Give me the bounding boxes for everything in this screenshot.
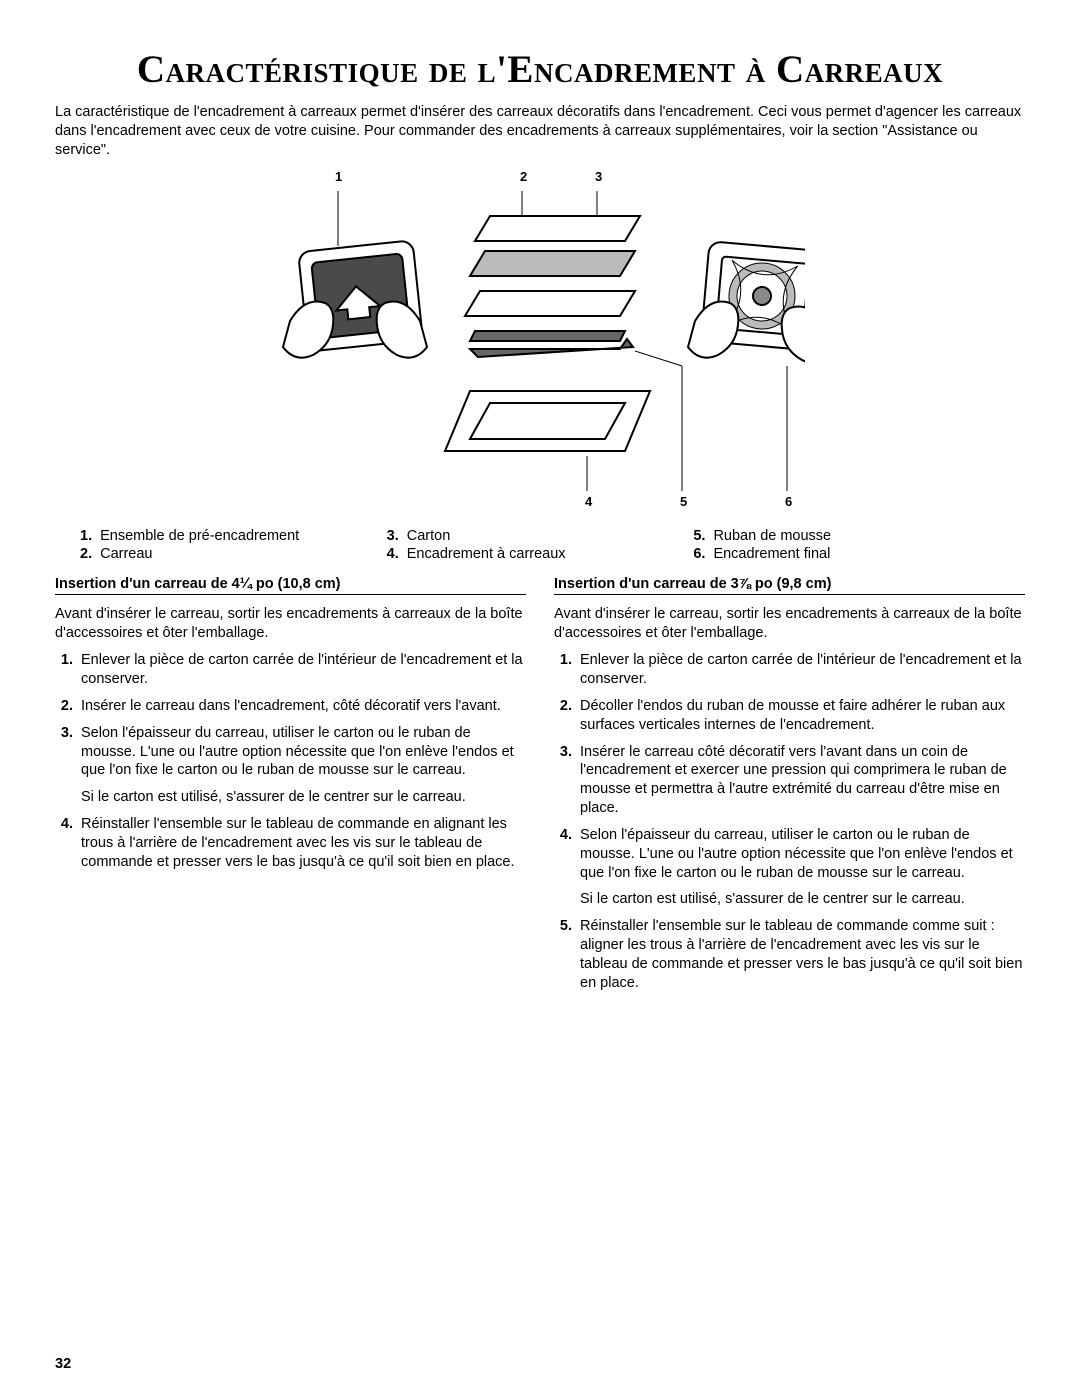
left-note: Si le carton est utilisé, s'assurer de l… (81, 788, 526, 807)
instruction-columns: Insertion d'un carreau de 4¼ po (10,8 cm… (55, 576, 1025, 1000)
diagram-container: 1 2 3 4 5 6 (55, 169, 1025, 514)
legend-col-1: 1.Ensemble de pré-encadrement 2.Carreau (80, 528, 387, 564)
right-step-3: Insérer le carreau côté décoratif vers l… (576, 743, 1025, 818)
legend-text: Encadrement à carreaux (407, 546, 566, 562)
right-column: Insertion d'un carreau de 3⅞ po (9,8 cm)… (554, 576, 1025, 1000)
diagram-label-4: 4 (585, 494, 592, 509)
left-step-2: Insérer le carreau dans l'encadrement, c… (77, 697, 526, 716)
left-intro: Avant d'insérer le carreau, sortir les e… (55, 605, 526, 643)
left-column: Insertion d'un carreau de 4¼ po (10,8 cm… (55, 576, 526, 1000)
intro-text: La caractéristique de l'encadrement à ca… (55, 103, 1025, 160)
left-step-4: Réinstaller l'ensemble sur le tableau de… (77, 815, 526, 872)
right-step-4: Selon l'épaisseur du carreau, utiliser l… (576, 826, 1025, 909)
left-step-3: Selon l'épaisseur du carreau, utiliser l… (77, 724, 526, 807)
right-step-1: Enlever la pièce de carton carrée de l'i… (576, 651, 1025, 689)
legend-col-2: 3.Carton 4.Encadrement à carreaux (387, 528, 694, 564)
diagram-label-6: 6 (785, 494, 792, 509)
legend-num: 5. (693, 528, 713, 544)
legend-num: 3. (387, 528, 407, 544)
left-step-1: Enlever la pièce de carton carrée de l'i… (77, 651, 526, 689)
legend-num: 4. (387, 546, 407, 562)
right-heading: Insertion d'un carreau de 3⅞ po (9,8 cm) (554, 576, 1025, 595)
legend-col-3: 5.Ruban de mousse 6.Encadrement final (693, 528, 1000, 564)
legend-num: 1. (80, 528, 100, 544)
legend-text: Carton (407, 528, 451, 544)
legend-num: 2. (80, 546, 100, 562)
legend-text: Encadrement final (713, 546, 830, 562)
diagram-label-5: 5 (680, 494, 687, 509)
left-heading: Insertion d'un carreau de 4¼ po (10,8 cm… (55, 576, 526, 595)
right-intro: Avant d'insérer le carreau, sortir les e… (554, 605, 1025, 643)
page-number: 32 (55, 1356, 71, 1372)
diagram-icon (275, 191, 805, 491)
legend-text: Carreau (100, 546, 152, 562)
left-steps: Enlever la pièce de carton carrée de l'i… (55, 651, 526, 871)
assembly-diagram: 1 2 3 4 5 6 (275, 169, 805, 509)
right-step-2: Décoller l'endos du ruban de mousse et f… (576, 697, 1025, 735)
legend-num: 6. (693, 546, 713, 562)
diagram-label-3: 3 (595, 169, 602, 184)
right-steps: Enlever la pièce de carton carrée de l'i… (554, 651, 1025, 993)
legend-text: Ruban de mousse (713, 528, 831, 544)
diagram-label-1: 1 (335, 169, 342, 184)
right-step-5: Réinstaller l'ensemble sur le tableau de… (576, 917, 1025, 992)
diagram-legend: 1.Ensemble de pré-encadrement 2.Carreau … (80, 528, 1000, 564)
manual-page: Caractéristique de l'Encadrement à Carre… (0, 0, 1080, 1397)
page-title: Caractéristique de l'Encadrement à Carre… (55, 50, 1025, 91)
diagram-label-2: 2 (520, 169, 527, 184)
right-note: Si le carton est utilisé, s'assurer de l… (580, 890, 1025, 909)
legend-text: Ensemble de pré-encadrement (100, 528, 299, 544)
